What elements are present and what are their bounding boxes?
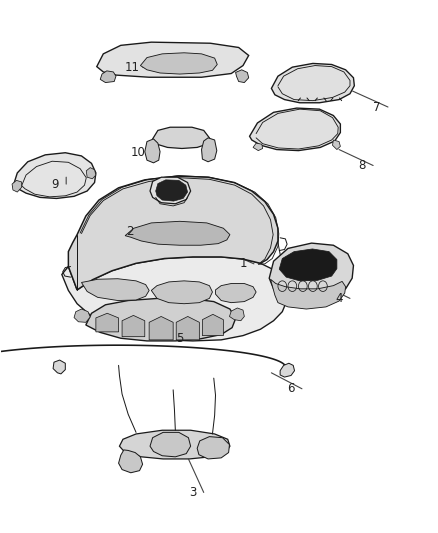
Polygon shape <box>119 450 143 473</box>
Polygon shape <box>86 167 96 179</box>
Text: 8: 8 <box>359 159 366 172</box>
Polygon shape <box>62 257 287 341</box>
Polygon shape <box>141 53 217 74</box>
Polygon shape <box>13 153 96 198</box>
Polygon shape <box>197 437 230 459</box>
Polygon shape <box>269 243 353 300</box>
Polygon shape <box>230 308 244 321</box>
Polygon shape <box>271 279 346 309</box>
Polygon shape <box>86 298 236 341</box>
Polygon shape <box>250 108 340 151</box>
Polygon shape <box>125 221 230 245</box>
Polygon shape <box>53 360 65 374</box>
Text: 11: 11 <box>124 61 139 74</box>
Text: 3: 3 <box>189 486 197 499</box>
Polygon shape <box>155 180 187 201</box>
Polygon shape <box>332 140 340 150</box>
Text: 9: 9 <box>52 177 59 191</box>
Polygon shape <box>145 139 160 163</box>
Text: 5: 5 <box>176 332 184 345</box>
Polygon shape <box>12 180 21 192</box>
Polygon shape <box>280 364 294 377</box>
Polygon shape <box>100 71 116 83</box>
Polygon shape <box>152 127 209 149</box>
Polygon shape <box>150 432 191 457</box>
Polygon shape <box>176 317 199 340</box>
Polygon shape <box>120 430 230 459</box>
Text: 10: 10 <box>131 146 146 159</box>
Polygon shape <box>149 317 173 340</box>
Polygon shape <box>201 138 217 162</box>
Polygon shape <box>279 249 337 281</box>
Polygon shape <box>202 314 223 336</box>
Text: 4: 4 <box>336 292 343 305</box>
Text: 6: 6 <box>287 382 295 395</box>
Polygon shape <box>215 284 256 303</box>
Text: 7: 7 <box>373 101 381 114</box>
Polygon shape <box>150 177 191 204</box>
Polygon shape <box>253 143 263 151</box>
Polygon shape <box>81 279 149 301</box>
Polygon shape <box>272 63 354 103</box>
Text: 1: 1 <box>239 257 247 270</box>
Polygon shape <box>96 313 119 332</box>
Polygon shape <box>151 281 212 304</box>
Polygon shape <box>236 70 249 83</box>
Text: 2: 2 <box>126 225 133 238</box>
Polygon shape <box>68 176 278 290</box>
Polygon shape <box>122 316 145 337</box>
Polygon shape <box>97 42 249 77</box>
Polygon shape <box>74 309 90 322</box>
